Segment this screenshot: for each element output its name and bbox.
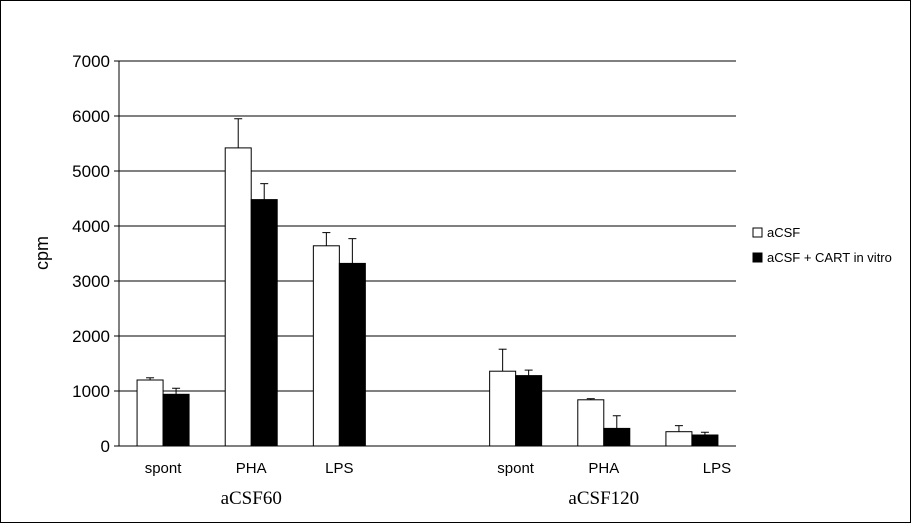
- labels: 0 1000 2000 3000 4000 5000 6000 7000 cpm spont PHA…: [32, 52, 731, 509]
- category-label: spont: [497, 460, 535, 477]
- y-tick-label: 1000: [72, 382, 110, 401]
- y-tick-label: 3000: [72, 272, 110, 291]
- y-tick-label: 5000: [72, 162, 110, 181]
- group-label: aCSF120: [568, 488, 639, 509]
- axes: [114, 60, 736, 447]
- y-tick-label: 0: [101, 437, 110, 456]
- category-label: PHA: [236, 460, 267, 477]
- y-tick-label: 4000: [72, 217, 110, 236]
- legend-swatch: [752, 252, 763, 263]
- y-tick-label: 2000: [72, 327, 110, 346]
- gridlines: [119, 60, 736, 392]
- category-label: LPS: [703, 460, 731, 477]
- legend-label: aCSF + CART in vitro: [767, 250, 892, 265]
- category-label: PHA: [588, 460, 619, 477]
- bar-acsf-cart: [162, 393, 190, 447]
- bar-acsf-cart: [250, 199, 278, 447]
- legend-swatch: [752, 227, 763, 238]
- bar-acsf: [312, 245, 340, 447]
- y-axis-label: cpm: [32, 236, 52, 270]
- bar-acsf: [577, 399, 605, 447]
- y-tick-label: 6000: [72, 107, 110, 126]
- legend-label: aCSF: [767, 225, 800, 240]
- category-label: spont: [145, 460, 183, 477]
- bar-acsf: [489, 370, 517, 447]
- bar-acsf: [136, 379, 164, 447]
- bar-acsf-cart: [338, 262, 366, 447]
- y-tick-label: 7000: [72, 52, 110, 71]
- legend: aCSF aCSF + CART in vitro: [752, 225, 892, 265]
- group-label: aCSF60: [221, 488, 282, 509]
- bar-acsf: [224, 147, 252, 447]
- bar-acsf-cart: [515, 375, 543, 447]
- bars: [136, 118, 719, 447]
- bar-acsf-cart: [691, 434, 719, 447]
- bar-acsf: [665, 431, 693, 447]
- category-label: LPS: [325, 460, 353, 477]
- bar-acsf-cart: [603, 427, 631, 447]
